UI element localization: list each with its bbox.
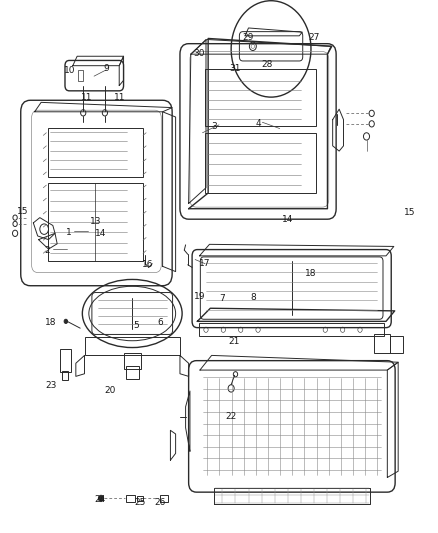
Bar — [390, 336, 403, 353]
Text: 8: 8 — [250, 293, 256, 302]
Text: 29: 29 — [243, 33, 254, 42]
Text: 16: 16 — [141, 260, 153, 269]
Text: 10: 10 — [64, 67, 75, 76]
Bar — [78, 70, 83, 82]
Text: 25: 25 — [134, 498, 146, 506]
Text: 14: 14 — [95, 229, 107, 238]
Bar — [48, 127, 143, 177]
Bar — [199, 323, 384, 336]
Bar — [205, 69, 316, 126]
Text: 1: 1 — [67, 228, 72, 237]
Bar — [126, 495, 135, 502]
Bar — [60, 349, 71, 372]
Text: 13: 13 — [90, 217, 101, 227]
Text: 26: 26 — [155, 498, 166, 506]
Text: 5: 5 — [134, 321, 139, 330]
Bar — [205, 133, 316, 193]
Text: 23: 23 — [45, 381, 57, 390]
Bar — [159, 495, 168, 502]
Bar — [374, 334, 390, 353]
Text: 28: 28 — [261, 60, 272, 69]
Text: 18: 18 — [305, 269, 317, 278]
Text: 20: 20 — [104, 386, 115, 395]
Text: 24: 24 — [94, 495, 105, 504]
Bar — [85, 337, 180, 356]
Text: 14: 14 — [282, 215, 293, 224]
Text: 27: 27 — [309, 33, 320, 42]
Circle shape — [99, 495, 104, 502]
Text: 4: 4 — [255, 119, 261, 128]
Text: 18: 18 — [45, 318, 57, 327]
Text: 11: 11 — [113, 93, 125, 102]
Text: 11: 11 — [81, 93, 92, 102]
Text: 2: 2 — [45, 246, 50, 255]
Text: 15: 15 — [404, 208, 416, 217]
Text: 7: 7 — [219, 294, 225, 303]
Text: 15: 15 — [17, 207, 28, 216]
Text: 9: 9 — [103, 64, 109, 74]
Bar — [124, 353, 141, 368]
Text: 3: 3 — [211, 122, 217, 131]
Bar — [137, 496, 143, 501]
Bar — [126, 366, 139, 379]
Text: 22: 22 — [226, 412, 237, 421]
Bar — [48, 182, 143, 261]
Text: 6: 6 — [158, 318, 163, 327]
Text: 30: 30 — [194, 49, 205, 58]
Bar — [62, 370, 68, 380]
Text: 17: 17 — [199, 259, 211, 268]
Text: 31: 31 — [230, 64, 241, 74]
Circle shape — [64, 319, 67, 324]
Text: 19: 19 — [194, 292, 205, 301]
Text: 21: 21 — [229, 337, 240, 346]
